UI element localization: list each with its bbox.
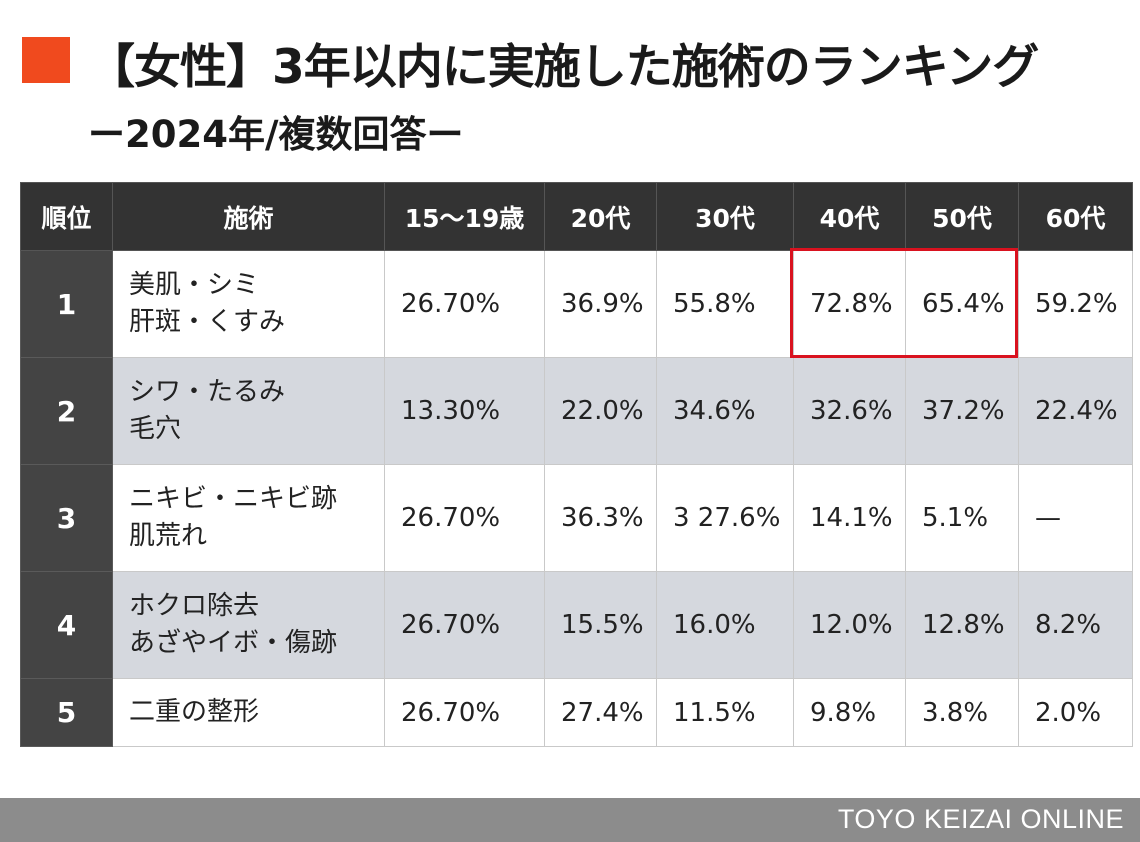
value-cell: 55.8% [656, 250, 794, 358]
value-cell-highlighted: 65.4% [905, 250, 1019, 358]
chart-subtitle: ー2024年/複数回答ー [88, 113, 464, 156]
column-header-treatment: 施術 [112, 182, 385, 251]
title-marker [22, 37, 70, 83]
chart-title: 【女性】3年以内に実施した施術のランキング [88, 40, 1039, 95]
value-cell: 37.2% [905, 357, 1019, 465]
footer-credit: TOYO KEIZAI ONLINE [837, 804, 1124, 834]
value-cell: 26.70% [384, 678, 545, 747]
value-cell: 12.8% [905, 571, 1019, 679]
treatment-cell: ニキビ・ニキビ跡 肌荒れ [112, 464, 385, 572]
value-cell: 26.70% [384, 250, 545, 358]
value-cell: 15.5% [544, 571, 657, 679]
rank-cell: 2 [20, 357, 113, 465]
column-header-rank: 順位 [20, 182, 113, 251]
rank-cell: 4 [20, 571, 113, 679]
column-header-age-30s: 30代 [656, 182, 794, 251]
value-cell: — [1018, 464, 1133, 572]
column-header-age-15-19: 15〜19歳 [384, 182, 545, 251]
table-row-3: 3 ニキビ・ニキビ跡 肌荒れ 26.70% 36.3% 3 27.6% 14.1… [20, 464, 1133, 572]
treatment-cell: 美肌・シミ 肝斑・くすみ [112, 250, 385, 358]
table-row-1: 1 美肌・シミ 肝斑・くすみ 26.70% 36.9% 55.8% 72.8% … [20, 250, 1133, 358]
footer-bar: TOYO KEIZAI ONLINE [0, 798, 1140, 842]
treatment-line: 二重の整形 [129, 697, 260, 727]
value-cell: 3 27.6% [656, 464, 794, 572]
value-cell: 36.9% [544, 250, 657, 358]
value-cell: 14.1% [793, 464, 906, 572]
treatment-cell: ホクロ除去 あざやイボ・傷跡 [112, 571, 385, 679]
value-cell: 3.8% [905, 678, 1019, 747]
value-cell: 16.0% [656, 571, 794, 679]
value-cell: 9.8% [793, 678, 906, 747]
column-header-age-50s: 50代 [905, 182, 1019, 251]
treatment-line: 肌荒れ [129, 521, 208, 551]
value-cell: 26.70% [384, 571, 545, 679]
treatment-line: 肝斑・くすみ [129, 307, 286, 337]
value-cell: 32.6% [793, 357, 906, 465]
value-cell-highlighted: 72.8% [793, 250, 906, 358]
value-cell: 22.0% [544, 357, 657, 465]
rank-cell: 5 [20, 678, 113, 747]
value-cell: 36.3% [544, 464, 657, 572]
value-cell: 5.1% [905, 464, 1019, 572]
rank-cell: 3 [20, 464, 113, 572]
treatment-cell: 二重の整形 [112, 678, 385, 747]
value-cell: 11.5% [656, 678, 794, 747]
value-cell: 22.4% [1018, 357, 1133, 465]
value-cell: 34.6% [656, 357, 794, 465]
table-row-2: 2 シワ・たるみ 毛穴 13.30% 22.0% 34.6% 32.6% 37.… [20, 357, 1133, 465]
header-row: 順位 施術 15〜19歳 20代 30代 40代 50代 60代 [20, 182, 1133, 251]
value-cell: 59.2% [1018, 250, 1133, 358]
column-header-age-60s: 60代 [1018, 182, 1133, 251]
treatment-line: 美肌・シミ [129, 270, 260, 300]
table-row-5: 5 二重の整形 26.70% 27.4% 11.5% 9.8% 3.8% 2.0… [20, 678, 1133, 747]
treatment-line: シワ・たるみ [129, 377, 286, 407]
rank-cell: 1 [20, 250, 113, 358]
treatment-line: ホクロ除去 [129, 591, 260, 621]
value-cell: 2.0% [1018, 678, 1133, 747]
treatment-line: 毛穴 [129, 414, 182, 444]
value-cell: 12.0% [793, 571, 906, 679]
table-row-4: 4 ホクロ除去 あざやイボ・傷跡 26.70% 15.5% 16.0% 12.0… [20, 571, 1133, 679]
value-cell: 8.2% [1018, 571, 1133, 679]
treatment-line: あざやイボ・傷跡 [129, 628, 338, 658]
value-cell: 26.70% [384, 464, 545, 572]
treatment-cell: シワ・たるみ 毛穴 [112, 357, 385, 465]
column-header-age-20s: 20代 [544, 182, 657, 251]
column-header-age-40s: 40代 [793, 182, 906, 251]
value-cell: 13.30% [384, 357, 545, 465]
treatment-line: ニキビ・ニキビ跡 [129, 484, 338, 514]
value-cell: 27.4% [544, 678, 657, 747]
ranking-table: 順位 施術 15〜19歳 20代 30代 40代 50代 60代 1 美肌・シミ… [20, 182, 1133, 747]
